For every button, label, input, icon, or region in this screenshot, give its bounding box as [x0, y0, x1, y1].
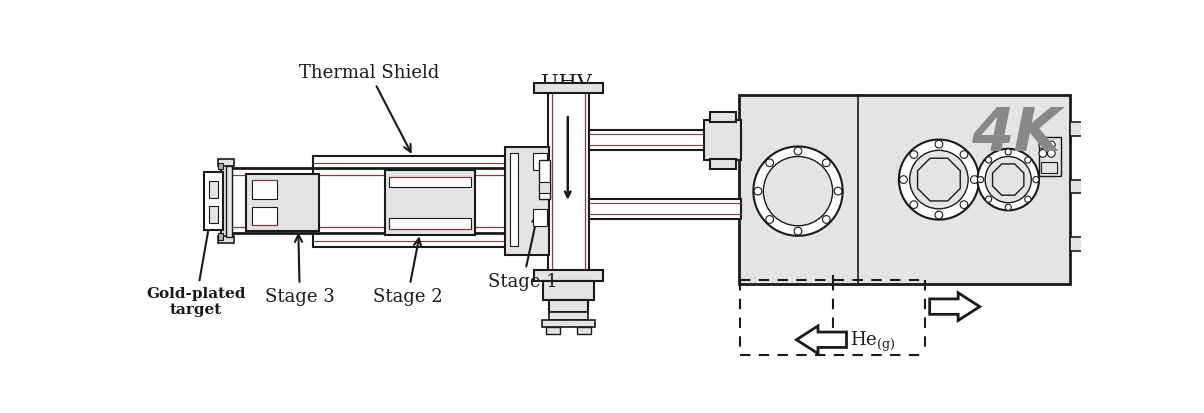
- Text: Thermal Shield: Thermal Shield: [299, 64, 439, 152]
- Circle shape: [1005, 150, 1011, 156]
- Bar: [218, 163, 223, 169]
- Bar: [252, 207, 277, 225]
- Bar: [1041, 162, 1057, 173]
- Bar: [533, 209, 547, 226]
- Circle shape: [795, 228, 802, 235]
- Bar: [313, 157, 541, 248]
- Circle shape: [763, 157, 833, 226]
- Circle shape: [978, 150, 1039, 211]
- Circle shape: [899, 140, 979, 220]
- Bar: [510, 154, 518, 246]
- Bar: [1039, 138, 1061, 176]
- Bar: [222, 163, 232, 240]
- Bar: [218, 159, 234, 167]
- Bar: [218, 236, 234, 244]
- Bar: [1070, 180, 1082, 194]
- Bar: [538, 183, 550, 194]
- Bar: [533, 271, 603, 282]
- Bar: [710, 113, 737, 123]
- Circle shape: [795, 148, 802, 156]
- Bar: [1070, 238, 1082, 252]
- Circle shape: [970, 176, 978, 184]
- Bar: [389, 218, 471, 229]
- Polygon shape: [992, 164, 1023, 196]
- Circle shape: [910, 151, 917, 159]
- Circle shape: [834, 188, 842, 195]
- Bar: [533, 154, 547, 171]
- Bar: [533, 83, 603, 94]
- Circle shape: [1047, 142, 1055, 150]
- Bar: [209, 182, 218, 199]
- Text: He$_{\mathregular{(g)}}$: He$_{\mathregular{(g)}}$: [850, 329, 896, 353]
- Circle shape: [1039, 142, 1046, 150]
- Circle shape: [978, 177, 984, 183]
- Circle shape: [766, 159, 773, 167]
- Circle shape: [1039, 150, 1046, 158]
- Circle shape: [822, 159, 831, 167]
- Bar: [226, 166, 232, 237]
- Circle shape: [910, 201, 917, 209]
- Bar: [209, 206, 218, 223]
- Text: Stage 3: Stage 3: [265, 235, 335, 306]
- Bar: [543, 282, 594, 300]
- Text: Stage 2: Stage 2: [373, 239, 442, 306]
- Circle shape: [754, 147, 843, 236]
- Bar: [384, 171, 476, 235]
- Circle shape: [1047, 150, 1055, 158]
- FancyArrow shape: [929, 293, 980, 321]
- Circle shape: [1025, 197, 1031, 203]
- Circle shape: [1005, 205, 1011, 211]
- Bar: [577, 328, 591, 334]
- Circle shape: [822, 216, 831, 224]
- Circle shape: [1033, 177, 1039, 183]
- Bar: [548, 88, 589, 272]
- Bar: [538, 161, 550, 199]
- Circle shape: [986, 157, 992, 164]
- Bar: [704, 121, 740, 161]
- Circle shape: [754, 188, 762, 195]
- Text: 4K: 4K: [970, 105, 1061, 164]
- Circle shape: [766, 216, 773, 224]
- Bar: [547, 328, 560, 334]
- Bar: [1070, 123, 1082, 136]
- Bar: [549, 300, 588, 312]
- Bar: [246, 175, 319, 232]
- FancyArrow shape: [797, 326, 846, 354]
- Circle shape: [899, 176, 908, 184]
- Bar: [205, 173, 223, 231]
- Text: Stage 1: Stage 1: [489, 216, 557, 290]
- Polygon shape: [917, 159, 961, 202]
- Bar: [589, 130, 740, 150]
- Circle shape: [1025, 157, 1031, 164]
- Circle shape: [936, 211, 943, 219]
- Circle shape: [936, 141, 943, 149]
- Bar: [589, 199, 740, 219]
- Bar: [389, 177, 471, 188]
- Circle shape: [985, 157, 1032, 203]
- Bar: [710, 159, 737, 169]
- Circle shape: [986, 197, 992, 203]
- Bar: [542, 320, 595, 328]
- Circle shape: [910, 151, 968, 209]
- Bar: [218, 234, 223, 240]
- Bar: [252, 181, 277, 199]
- Bar: [739, 96, 1070, 284]
- Circle shape: [960, 201, 968, 209]
- Bar: [549, 312, 588, 320]
- Bar: [506, 148, 549, 255]
- Text: Gold-plated
target: Gold-plated target: [146, 206, 246, 316]
- Text: UHV: UHV: [541, 74, 591, 93]
- Circle shape: [960, 151, 968, 159]
